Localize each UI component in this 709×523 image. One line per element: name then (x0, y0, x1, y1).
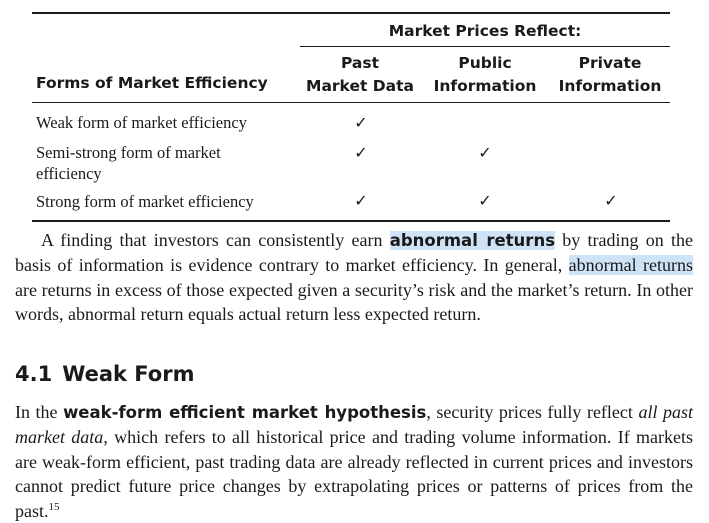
text-span: , which refers to all historical price a… (15, 427, 693, 521)
abnormal-returns-paragraph: A finding that investors can consistentl… (15, 228, 693, 327)
key-term: weak-form efficient market hypothesis (63, 403, 427, 422)
column-header-line: Information (558, 77, 662, 95)
table-header-rule (32, 102, 670, 103)
table-row-label: Semi-strong form of market efficiency (36, 143, 221, 183)
column-header-private-information: Private Information (550, 52, 670, 98)
check-icon: ✓ (604, 191, 618, 210)
check-icon: ✓ (354, 113, 368, 132)
check-icon: ✓ (354, 143, 368, 162)
italic-text: all past market data (15, 402, 693, 448)
group-header: Market Prices Reflect: (388, 22, 582, 40)
footnote-marker[interactable]: 15 (48, 500, 60, 513)
check-icon: ✓ (478, 191, 492, 210)
market-efficiency-table: Market Prices Reflect: Past Market Data … (32, 0, 670, 222)
text-span: by trading on the basis of information i… (15, 230, 693, 276)
column-header-line: Public (458, 54, 512, 72)
check-icon: ✓ (354, 191, 368, 210)
column-header-line: Information (433, 77, 537, 95)
check-icon: ✓ (478, 143, 492, 162)
group-header-rule (300, 46, 670, 47)
text-span: are returns in excess of those expected … (15, 279, 693, 325)
text-span: A finding that investors can consistentl… (41, 230, 390, 250)
table-row-label: Weak form of market efficiency (36, 113, 247, 132)
highlighted-text: abnormal returns (568, 255, 693, 276)
text-span: In the (15, 402, 64, 422)
section-heading: 4.1 Weak Form (15, 362, 194, 386)
column-header-line: Market Data (306, 77, 414, 95)
column-header-past-market-data: Past Market Data (300, 52, 420, 98)
section-number: 4.1 (15, 362, 53, 386)
row-header: Forms of Market Efficiency (36, 74, 268, 92)
column-header-line: Past (340, 54, 380, 72)
table-bottom-rule (32, 220, 670, 222)
column-header-line: Private (578, 54, 642, 72)
text-span: , security prices fully reflect (426, 402, 639, 422)
table-top-rule (32, 12, 670, 14)
key-term: abnormal returns (389, 231, 556, 250)
column-header-public-information: Public Information (424, 52, 546, 98)
weak-form-paragraph: In the weak-form efficient market hypoth… (15, 400, 693, 523)
table-row-label: Strong form of market efficiency (36, 192, 254, 211)
section-title: Weak Form (62, 362, 195, 386)
